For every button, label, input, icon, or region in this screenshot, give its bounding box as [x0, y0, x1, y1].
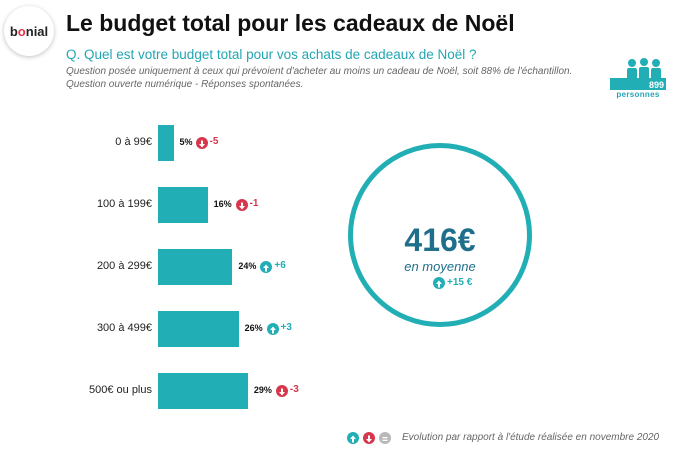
category-label: 0 à 99€: [115, 136, 152, 148]
sample-size-badge: 899 personnes: [610, 58, 666, 99]
page-title: Le budget total pour les cadeaux de Noël: [66, 10, 515, 36]
sample-label: personnes: [616, 90, 660, 99]
category-label: 500€ ou plus: [89, 384, 152, 396]
average-value: 416€: [404, 222, 476, 258]
category-label: 200 à 299€: [96, 260, 152, 272]
legend-up-arrow-icon: [347, 432, 359, 444]
category-label: 100 à 199€: [96, 198, 152, 210]
average-change: +15 €: [447, 277, 473, 288]
logo-text-suffix: nial: [25, 23, 49, 39]
bar: [158, 311, 239, 347]
value-label: 29%: [253, 385, 272, 395]
logo-text-o: o: [17, 23, 26, 39]
bar: [158, 125, 174, 161]
up-arrow-icon: [433, 277, 445, 289]
average-label: en moyenne: [404, 259, 476, 274]
bar: [158, 373, 248, 409]
change-label: -5: [209, 136, 219, 147]
legend-note: Evolution par rapport à l'étude réalisée…: [402, 432, 660, 443]
change-label: +6: [274, 260, 286, 271]
down-arrow-icon: [275, 385, 288, 397]
up-arrow-icon: [260, 261, 273, 273]
down-arrow-icon: [195, 137, 208, 149]
bonial-logo: b o nial: [4, 6, 54, 56]
change-label: -3: [289, 384, 299, 395]
sample-note: Question posée uniquement à ceux qui pré…: [66, 66, 573, 77]
average-circle: [348, 143, 532, 327]
change-label: +3: [280, 322, 292, 333]
value-label: 26%: [244, 323, 263, 333]
value-label: 16%: [213, 199, 232, 209]
value-label: 5%: [179, 137, 193, 147]
change-label: -1: [249, 198, 259, 209]
down-arrow-icon: [235, 199, 248, 211]
people-icon: [610, 58, 666, 90]
method-note: Question ouverte numérique - Réponses sp…: [66, 79, 304, 90]
bar: [158, 187, 208, 223]
category-label: 300 à 499€: [96, 322, 152, 334]
value-label: 24%: [238, 261, 257, 271]
bar: [158, 249, 233, 285]
question-text: Q. Quel est votre budget total pour vos …: [66, 47, 477, 62]
sample-count: 899: [648, 80, 664, 90]
logo-text-prefix: b: [9, 23, 18, 39]
legend-equal-icon: [379, 432, 391, 444]
legend-down-arrow-icon: [363, 432, 375, 444]
up-arrow-icon: [266, 323, 279, 335]
